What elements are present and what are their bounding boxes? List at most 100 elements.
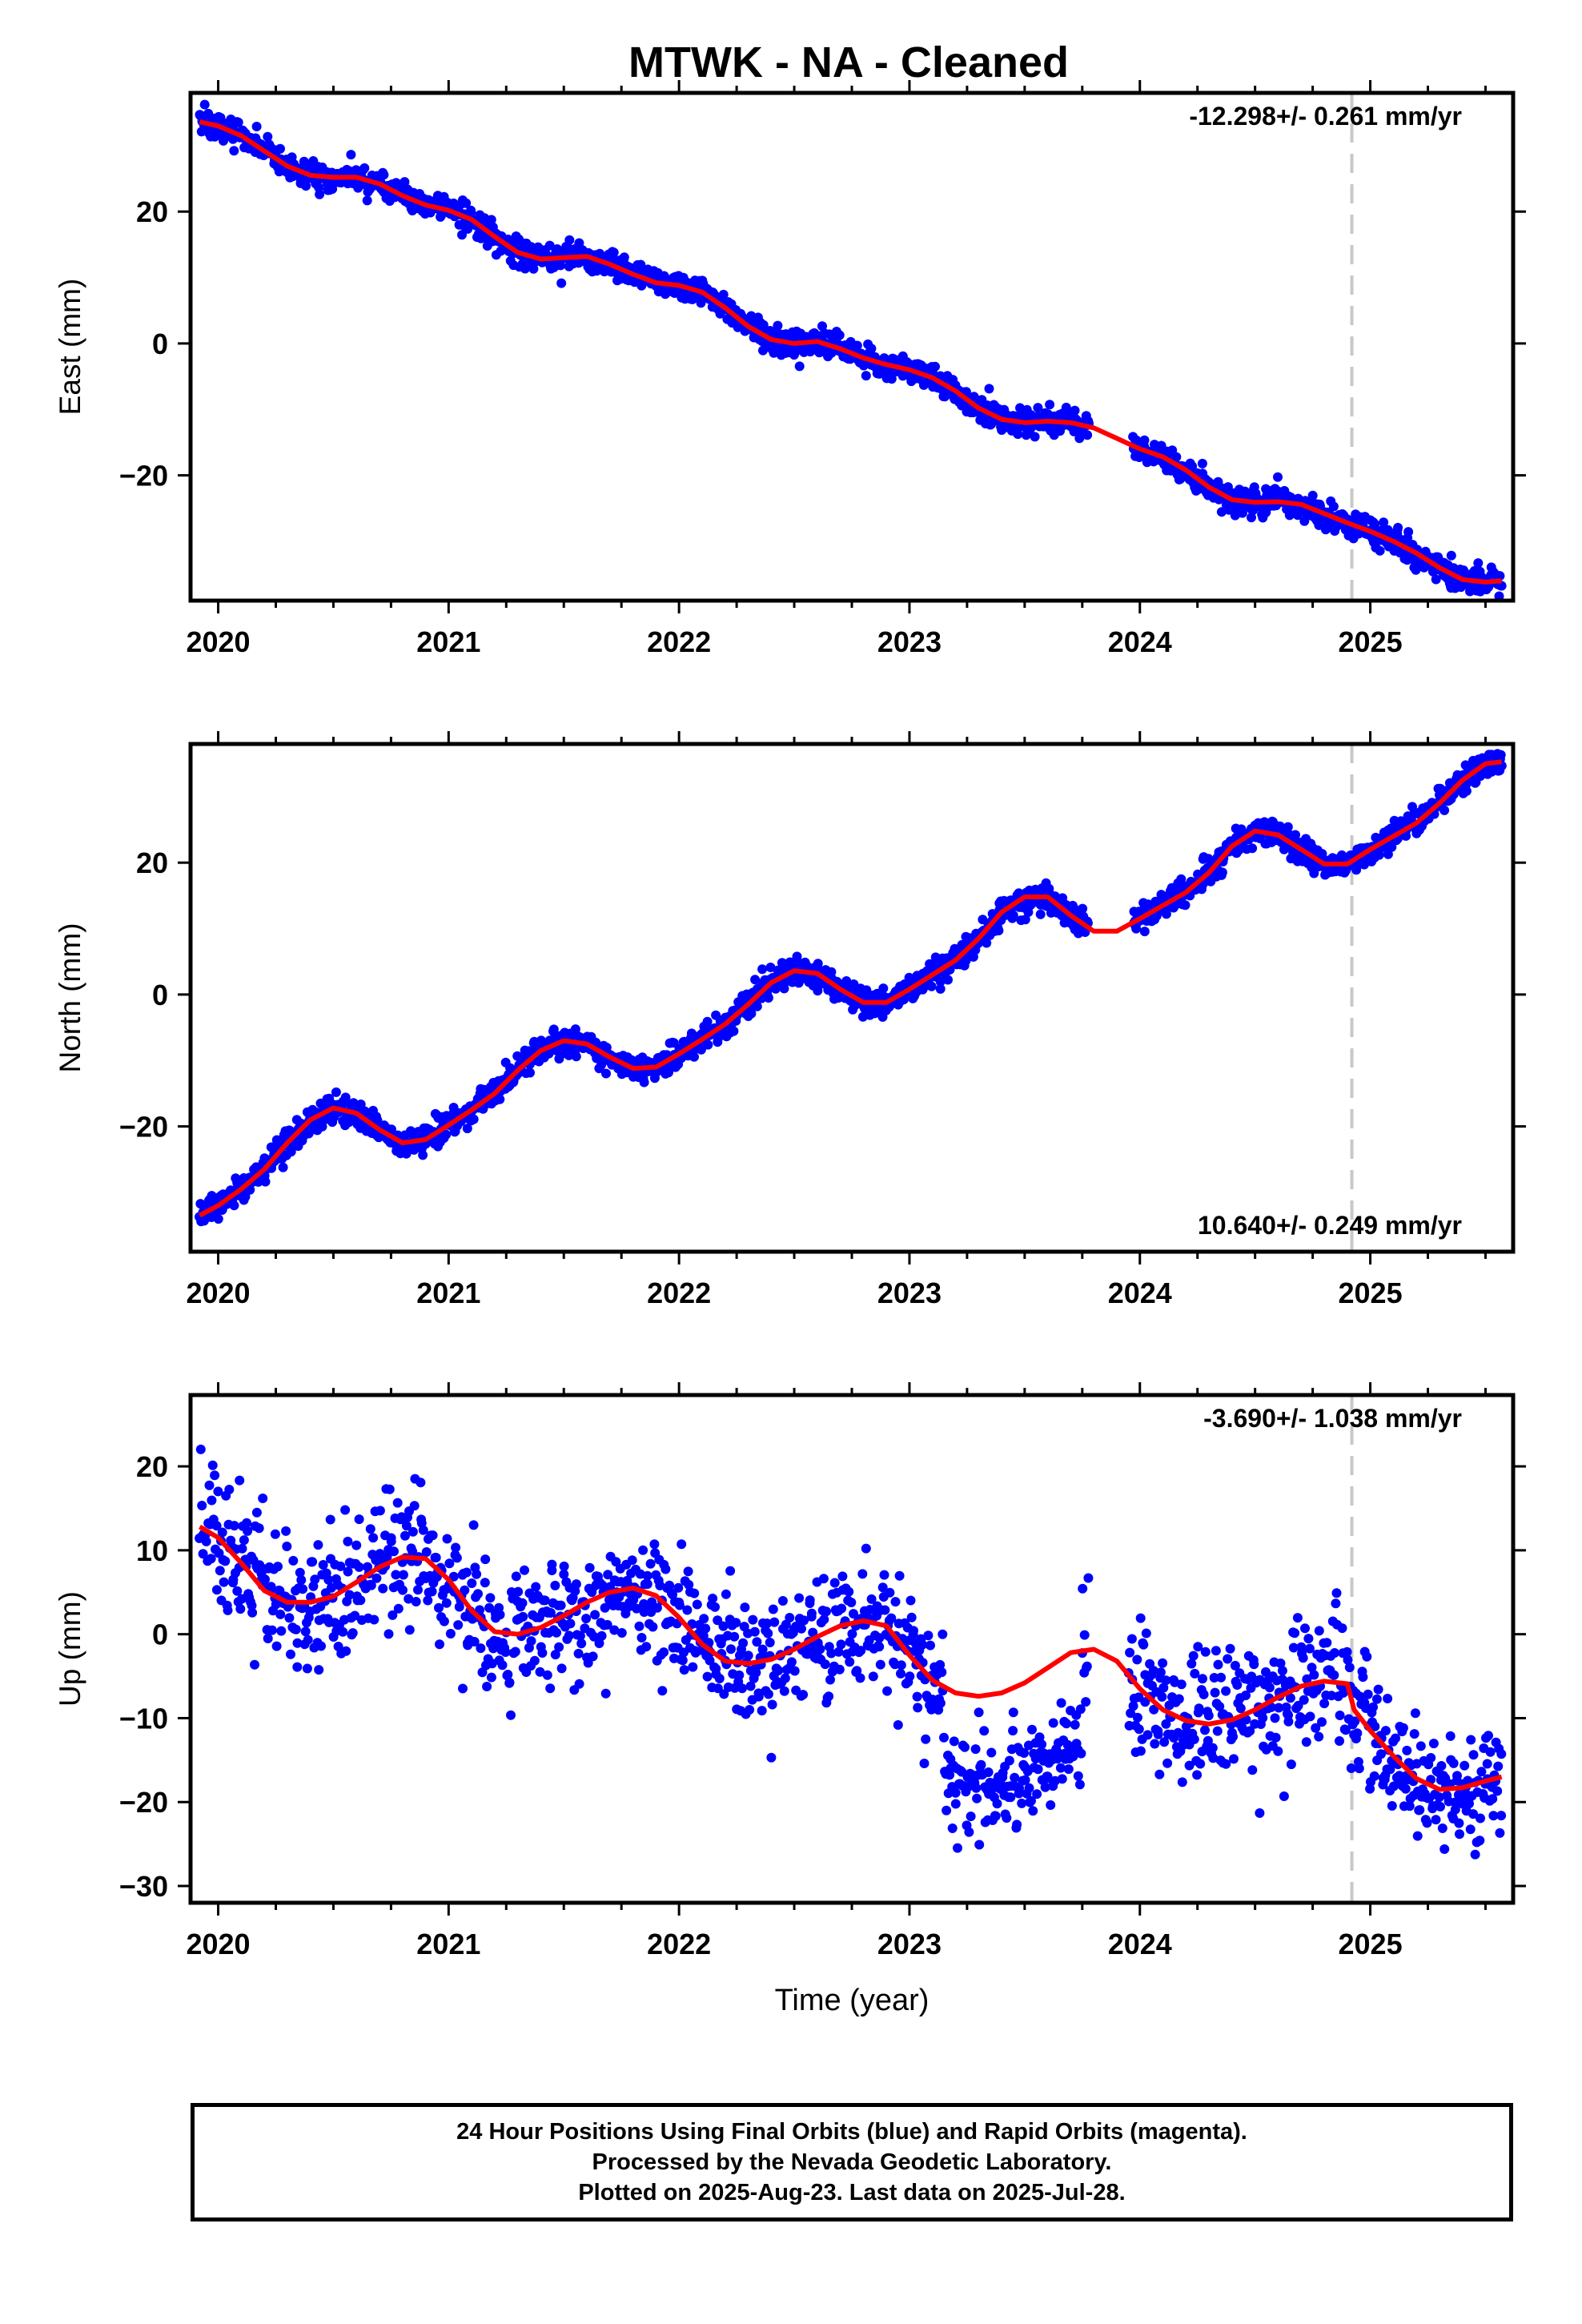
data-point — [292, 1662, 303, 1672]
data-point — [603, 1570, 613, 1580]
y-axis-label: North (mm) — [54, 923, 86, 1072]
data-point — [531, 1582, 541, 1592]
data-point — [224, 1485, 235, 1494]
y-tick-label: −20 — [119, 460, 168, 493]
data-point — [797, 1623, 806, 1634]
data-point — [199, 1216, 209, 1226]
data-point — [950, 1799, 961, 1809]
data-point — [1081, 1697, 1091, 1707]
data-point — [223, 1605, 233, 1615]
data-point — [206, 1554, 216, 1564]
x-tick-label: 2024 — [1108, 1277, 1172, 1309]
data-point — [960, 1742, 970, 1752]
data-point — [1249, 1659, 1259, 1670]
data-point — [992, 1799, 1002, 1809]
data-point — [665, 1580, 675, 1590]
data-point — [365, 1524, 375, 1534]
data-point — [1494, 591, 1504, 601]
data-point — [355, 1595, 366, 1606]
data-point — [639, 1077, 649, 1088]
data-point — [413, 1585, 423, 1595]
data-point — [926, 1640, 935, 1651]
data-point — [753, 1691, 764, 1702]
data-point — [442, 1534, 452, 1544]
data-point — [627, 1555, 637, 1566]
data-point — [718, 289, 729, 300]
data-point — [882, 1686, 893, 1696]
data-point — [868, 1671, 878, 1682]
data-point — [1307, 490, 1318, 501]
data-point — [1403, 527, 1414, 537]
data-point — [251, 1507, 262, 1518]
data-point — [714, 1674, 725, 1683]
data-point — [480, 1578, 490, 1588]
x-tick-label: 2023 — [877, 625, 942, 658]
data-point — [608, 247, 619, 258]
data-point — [1134, 1724, 1144, 1735]
data-point — [1203, 1711, 1214, 1721]
data-point — [452, 1553, 462, 1563]
data-point — [486, 215, 496, 225]
data-point — [821, 1606, 831, 1617]
data-point — [1141, 1628, 1151, 1638]
data-point — [937, 1667, 947, 1678]
data-point — [710, 1602, 720, 1612]
data-point — [198, 1549, 208, 1559]
data-point — [460, 1585, 470, 1595]
data-point — [387, 1610, 398, 1620]
data-point — [752, 1637, 762, 1647]
data-point — [1198, 1674, 1207, 1684]
data-point — [1155, 1667, 1166, 1678]
data-point — [431, 1553, 441, 1562]
data-point — [315, 189, 325, 199]
data-point — [913, 1703, 923, 1713]
data-point — [482, 1682, 492, 1691]
data-point — [674, 1600, 685, 1610]
data-point — [677, 1539, 687, 1550]
rate-annotation: 10.640+/- 0.249 mm/yr — [1198, 1211, 1462, 1240]
data-point — [518, 1611, 528, 1622]
data-point — [849, 1609, 858, 1619]
data-point — [1076, 1748, 1086, 1759]
data-point — [1078, 903, 1088, 914]
data-point — [805, 1595, 815, 1606]
data-point — [939, 1732, 949, 1743]
data-point — [657, 1686, 668, 1696]
data-point — [301, 181, 311, 191]
data-point — [813, 959, 823, 969]
data-point — [718, 1621, 729, 1631]
y-ticks — [178, 210, 1526, 477]
data-point — [758, 345, 768, 356]
data-point — [1241, 1691, 1251, 1700]
data-point — [1245, 1726, 1255, 1736]
data-point — [763, 1689, 773, 1699]
data-point — [638, 1545, 648, 1555]
data-point — [1048, 1718, 1058, 1728]
x-tick-label: 2025 — [1339, 625, 1403, 658]
data-point — [1037, 1739, 1047, 1750]
data-point — [749, 1626, 760, 1637]
data-point — [879, 1570, 889, 1580]
data-point — [281, 1526, 291, 1536]
data-point — [729, 1026, 739, 1036]
data-point — [757, 1706, 767, 1716]
data-point — [547, 1559, 557, 1570]
data-point — [893, 1720, 903, 1730]
data-point — [970, 1744, 981, 1755]
data-point — [1070, 405, 1080, 416]
data-point — [1161, 1719, 1171, 1729]
data-point — [886, 374, 897, 384]
y-axis-label: East (mm) — [54, 279, 86, 416]
data-point — [338, 1626, 348, 1637]
data-point — [713, 1615, 723, 1626]
data-point — [1221, 1759, 1231, 1769]
data-point — [912, 1691, 922, 1702]
data-point — [1040, 1782, 1050, 1792]
data-point — [921, 1734, 931, 1744]
data-point — [737, 1683, 747, 1694]
data-point — [284, 1613, 295, 1623]
data-point — [1232, 1680, 1243, 1690]
data-point — [909, 1626, 918, 1636]
